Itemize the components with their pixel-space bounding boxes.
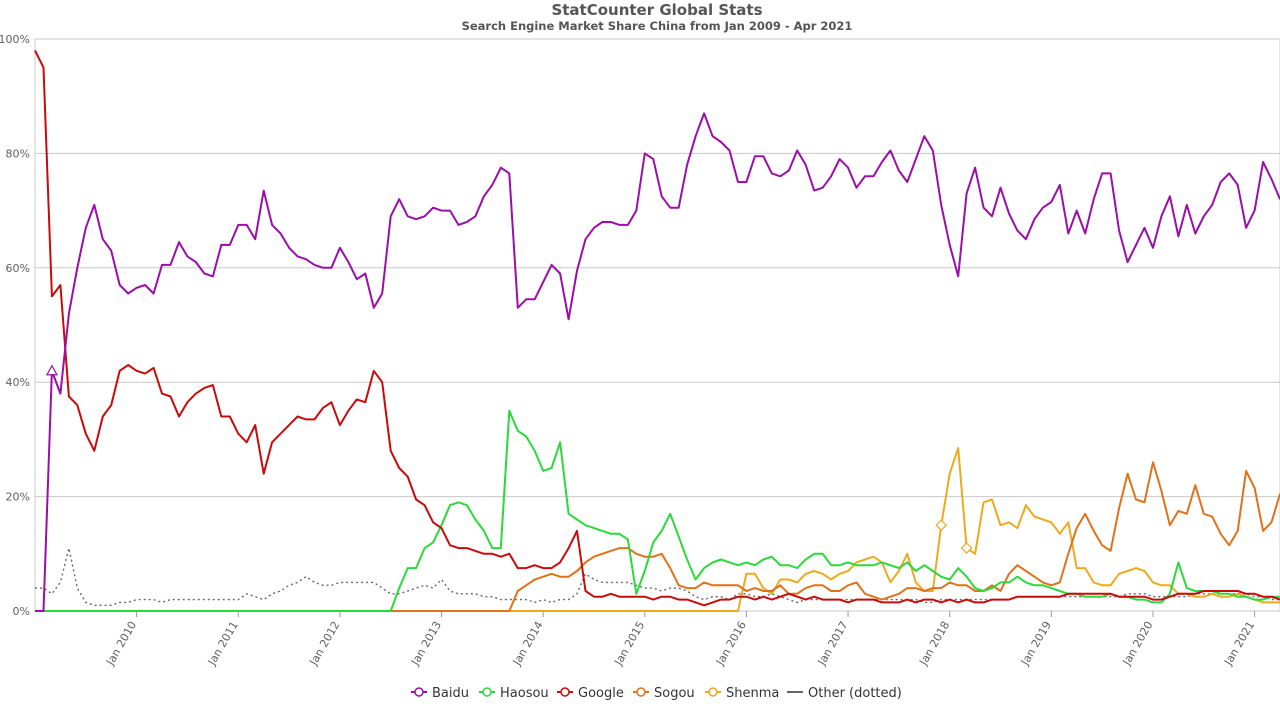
x-tick-label: Jan 2020 — [1120, 619, 1156, 668]
legend-label: Baidu — [432, 686, 469, 701]
data-point-marker — [935, 519, 948, 532]
legend-item-haosou[interactable]: Haosou — [479, 686, 549, 701]
legend-marker — [560, 687, 570, 697]
y-tick-label: 80% — [6, 147, 30, 160]
gridlines — [34, 38, 1280, 612]
y-tick-label: 0% — [13, 605, 30, 618]
legend-marker — [482, 687, 492, 697]
x-tick-label: Jan 2017 — [815, 619, 851, 668]
legend-item-baidu[interactable]: Baidu — [411, 686, 469, 701]
legend-item-sogou[interactable]: Sogou — [633, 686, 695, 701]
legend[interactable]: Baidu Haosou Google Sogou Shenma Other (dotte… — [411, 686, 902, 701]
series-line-other-dotted — [35, 547, 1280, 606]
legend-marker — [414, 687, 424, 697]
y-tick-label: 60% — [6, 262, 30, 275]
x-tick-label: Jan 2010 — [103, 619, 139, 668]
y-tick-label: 20% — [6, 491, 30, 504]
x-tick-label: Jan 2016 — [713, 619, 749, 668]
data-point-marker — [45, 364, 58, 376]
series-line-sogou — [35, 461, 1280, 612]
chart-title: StatCounter Global Stats — [551, 1, 762, 19]
x-tick-label: Jan 2012 — [307, 619, 343, 668]
legend-item-shenma[interactable]: Shenma — [705, 686, 779, 701]
legend-item-google[interactable]: Google — [557, 686, 624, 701]
x-tick-label: Jan 2011 — [205, 619, 241, 668]
x-tick-label: Jan 2014 — [510, 619, 546, 668]
y-tick-label: 100% — [0, 33, 30, 46]
data-point-marker — [960, 542, 973, 554]
x-tick-label: Jan 2015 — [611, 619, 647, 668]
x-tick-label: Jan 2019 — [1018, 619, 1054, 668]
legend-label: Google — [578, 686, 624, 701]
series-lines — [34, 49, 1280, 612]
series-line-google — [34, 49, 1280, 607]
legend-label: Sogou — [654, 686, 695, 701]
legend-label: Haosou — [500, 686, 549, 701]
x-tick-label: Jan 2013 — [408, 619, 444, 668]
axes: 0% 20% 40% 60% 80% 100% Jan 2010 Jan 2011 Jan 20… — [0, 33, 1257, 668]
legend-marker — [708, 687, 718, 697]
x-tick-label: Jan 2018 — [916, 619, 952, 668]
x-tick-label: Jan 2021 — [1221, 619, 1257, 668]
legend-item-other-dotted[interactable]: Other (dotted) — [787, 686, 902, 701]
legend-marker — [636, 687, 646, 697]
y-tick-label: 40% — [6, 376, 30, 389]
legend-label: Shenma — [726, 686, 779, 701]
chart-subtitle: Search Engine Market Share China from Ja… — [462, 19, 853, 33]
series-line-baidu — [35, 112, 1280, 612]
plot-area — [34, 38, 1280, 612]
legend-label: Other (dotted) — [808, 686, 902, 701]
